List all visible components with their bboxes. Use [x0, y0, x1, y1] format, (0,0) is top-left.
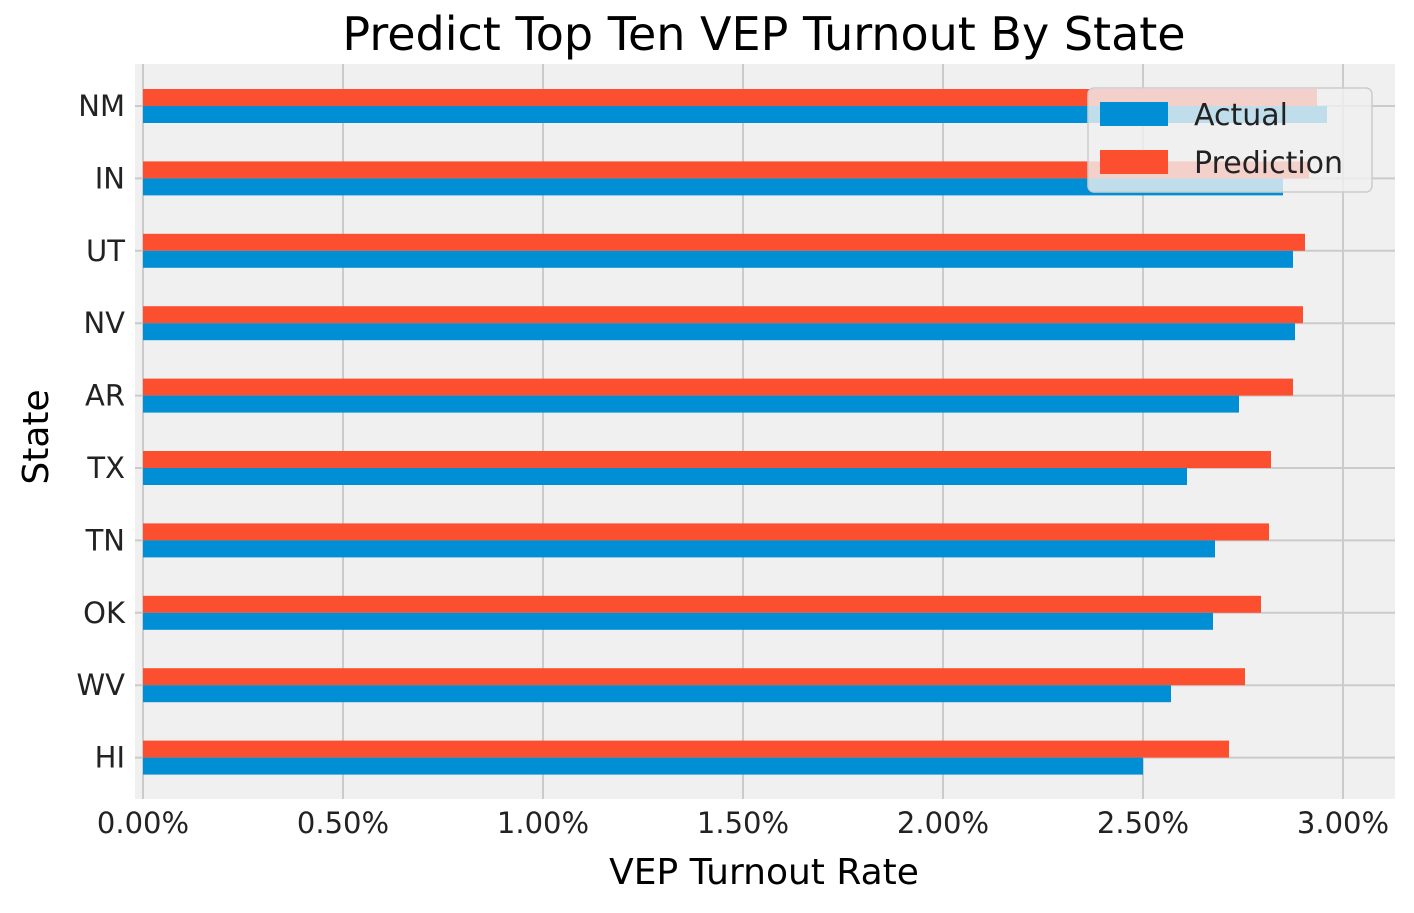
y-tick-label: NV — [83, 306, 125, 340]
y-axis-label: State — [16, 389, 57, 484]
bar-actual-in — [143, 178, 1283, 196]
bar-actual-hi — [143, 757, 1143, 775]
x-tick-label: 0.00% — [97, 806, 189, 840]
y-tick-label: WV — [76, 668, 125, 702]
bars — [143, 89, 1327, 775]
bar-actual-tx — [143, 468, 1187, 485]
bar-prediction-ar — [143, 378, 1293, 396]
x-tick-label: 1.50% — [697, 806, 789, 840]
y-ticks: NM IN UT NV AR TX TN OK WV HI — [76, 89, 125, 775]
y-tick-label: TX — [86, 451, 125, 485]
bar-prediction-in — [143, 161, 1309, 179]
bar-prediction-tn — [143, 523, 1269, 541]
bar-prediction-ut — [143, 233, 1305, 251]
x-tick-label: 2.50% — [1097, 806, 1189, 840]
y-tick-label: AR — [85, 379, 125, 413]
y-tick-label: UT — [86, 234, 125, 268]
x-tick-label: 0.50% — [297, 806, 389, 840]
bar-actual-nv — [143, 323, 1295, 341]
x-axis-label: VEP Turnout Rate — [609, 852, 919, 893]
bar-actual-tn — [143, 540, 1215, 558]
y-tick-label: TN — [85, 523, 125, 557]
bar-prediction-hi — [143, 740, 1229, 758]
legend-label-actual: Actual — [1194, 98, 1288, 133]
y-tick-label: IN — [95, 161, 125, 195]
legend-swatch-actual — [1100, 102, 1168, 126]
bar-prediction-nm — [143, 89, 1317, 106]
legend: Actual Prediction — [1087, 87, 1373, 193]
y-tick-label: NM — [78, 89, 125, 123]
bar-prediction-nv — [143, 306, 1303, 324]
legend-swatch-prediction — [1100, 150, 1168, 174]
y-tick-label: HI — [95, 741, 125, 775]
bar-actual-ar — [143, 395, 1239, 413]
x-tick-label: 1.00% — [497, 806, 589, 840]
chart-title: Predict Top Ten VEP Turnout By State — [342, 7, 1185, 61]
bar-prediction-wv — [143, 668, 1245, 686]
bar-actual-wv — [143, 685, 1171, 703]
x-tick-label: 3.00% — [1297, 806, 1389, 840]
x-ticks: 0.00% 0.50% 1.00% 1.50% 2.00% 2.50% 3.00% — [97, 806, 1389, 840]
bar-actual-nm — [143, 106, 1327, 123]
bar-actual-ok — [143, 612, 1213, 630]
bar-prediction-tx — [143, 451, 1271, 468]
x-tick-label: 2.00% — [897, 806, 989, 840]
y-tick-label: OK — [83, 596, 126, 630]
bar-actual-ut — [143, 250, 1293, 268]
legend-label-prediction: Prediction — [1194, 146, 1343, 181]
bar-prediction-ok — [143, 595, 1261, 613]
